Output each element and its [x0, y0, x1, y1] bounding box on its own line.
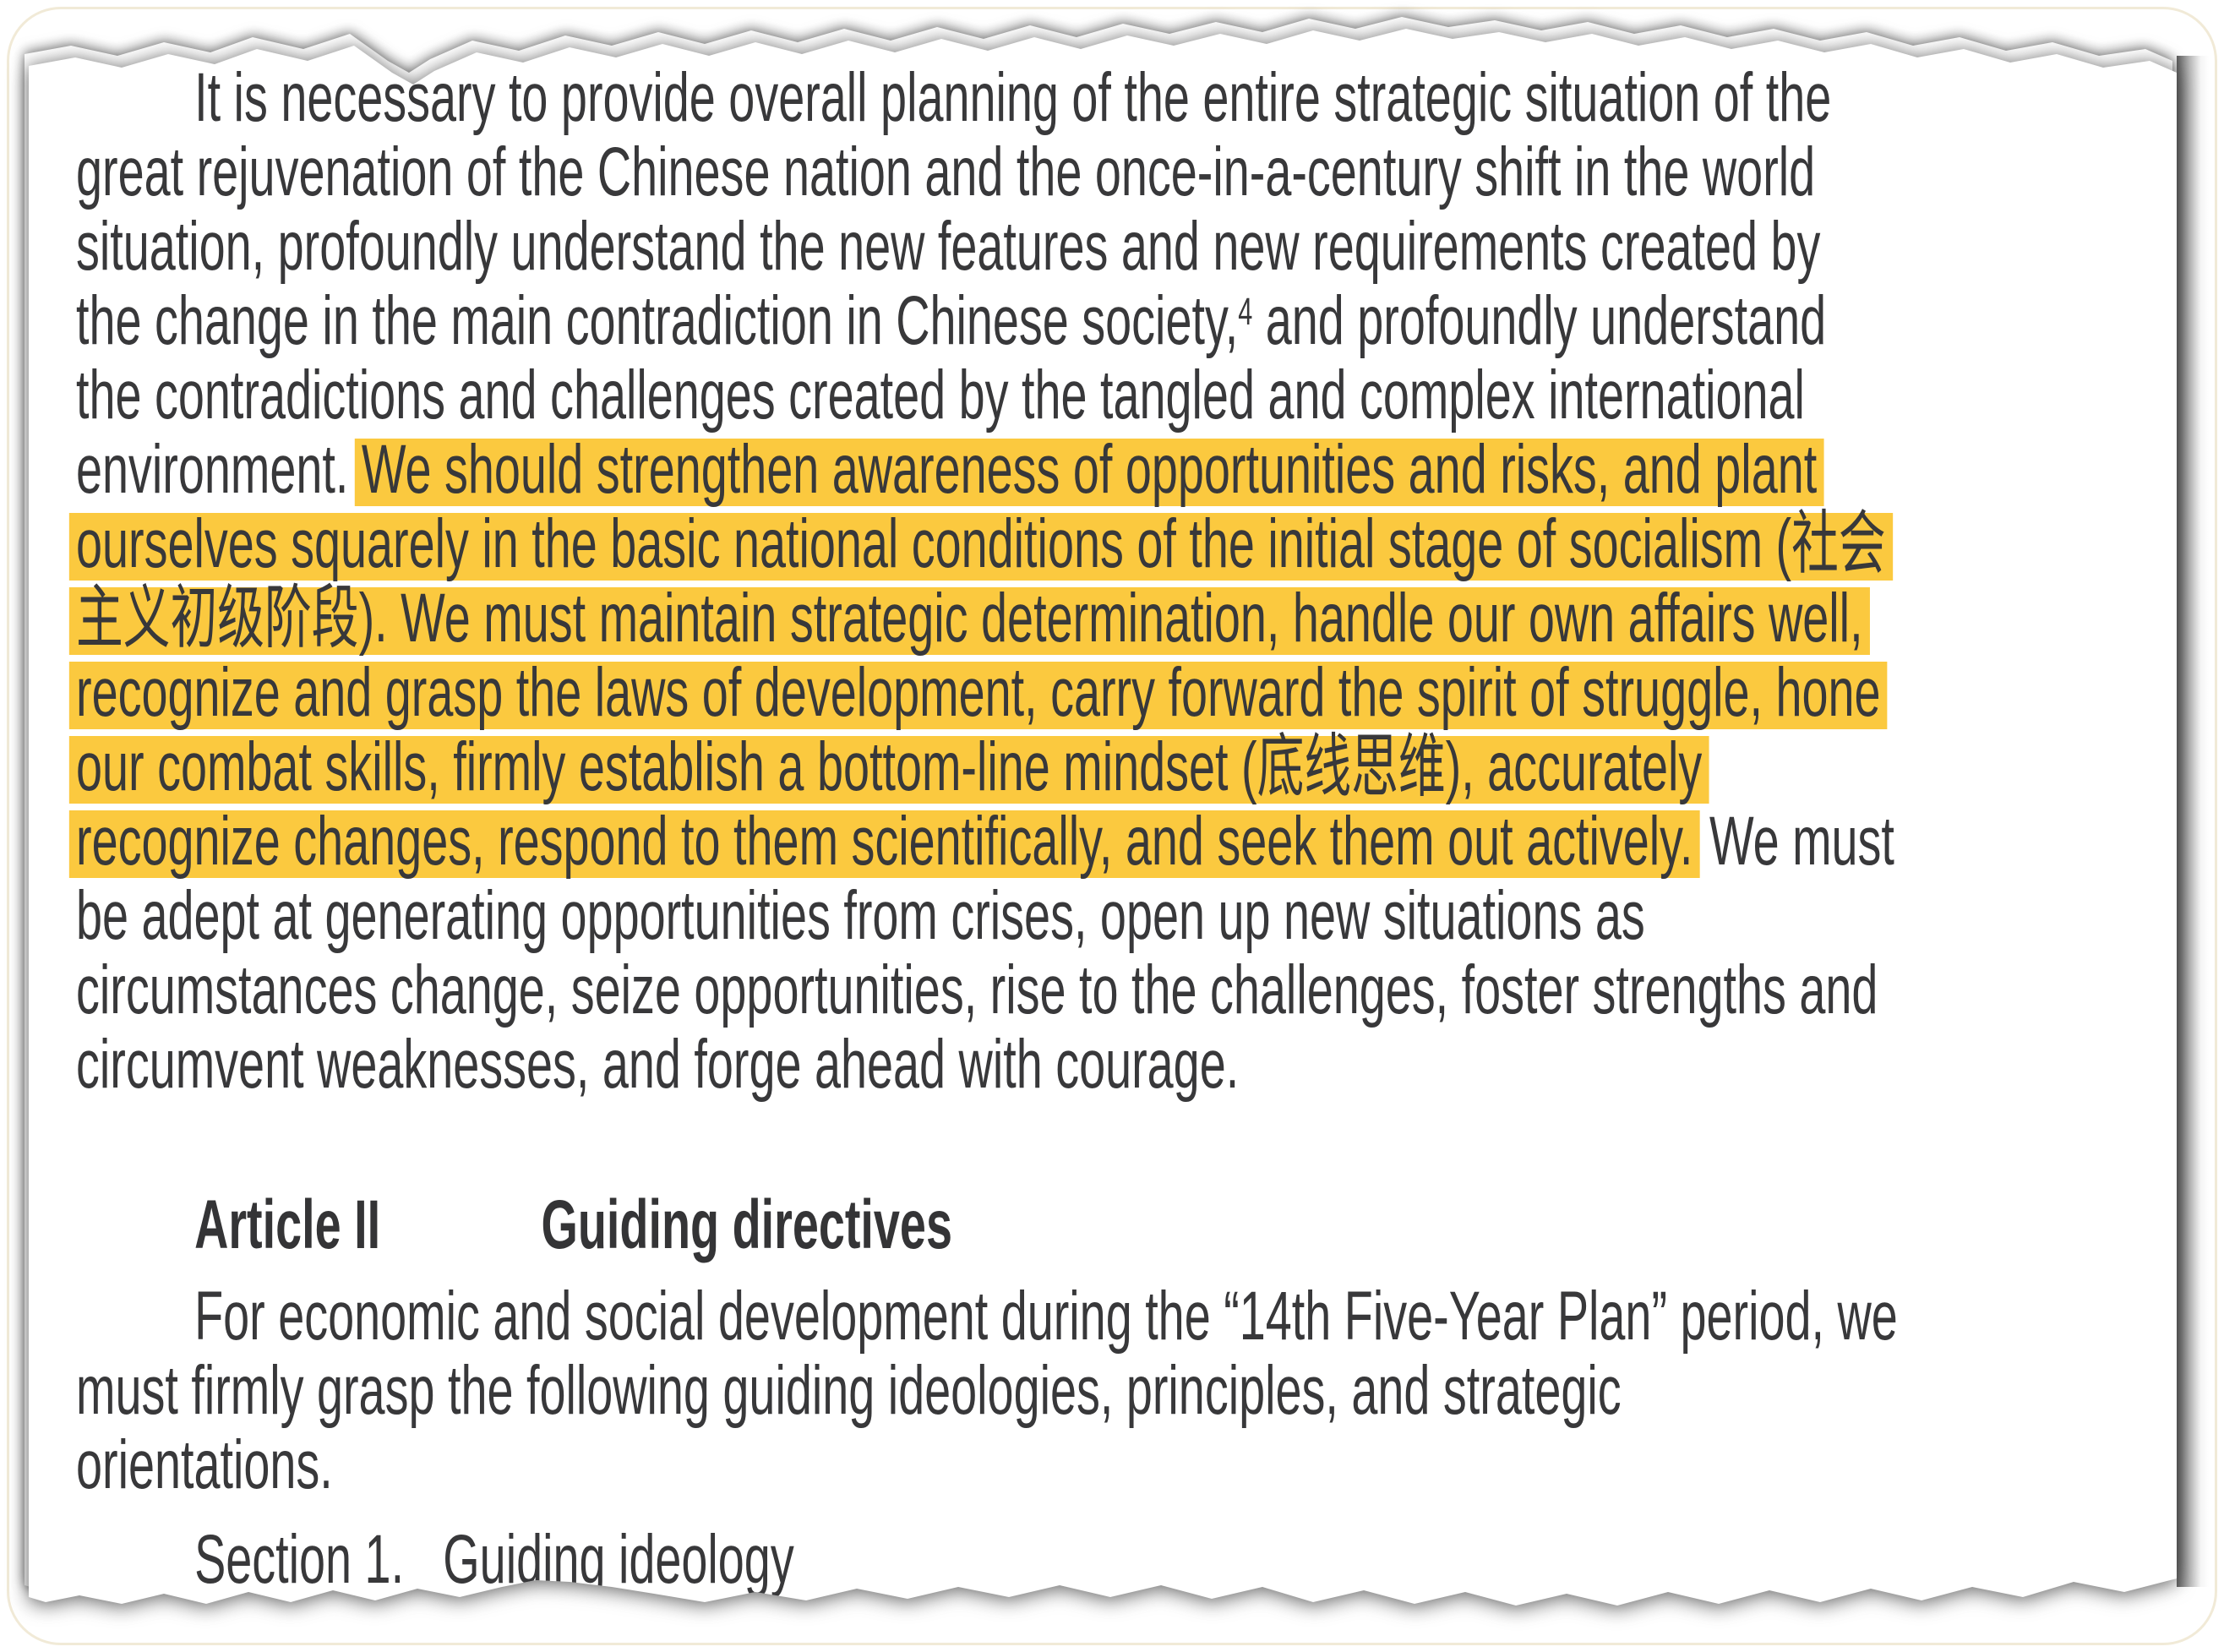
- text-segment: It is necessary to provide overall plann…: [194, 59, 1832, 136]
- text-segment: situation, profoundly understand the new…: [76, 208, 1821, 285]
- text-line: must firmly grasp the following guiding …: [76, 1354, 1622, 1428]
- footnote-superscript: 4: [1238, 290, 1253, 334]
- highlighted-text: ourselves squarely in the basic national…: [68, 510, 1893, 581]
- section-number: Section 1.: [194, 1521, 405, 1598]
- text-segment: We should strengthen awareness of opport…: [361, 431, 1818, 508]
- text-segment: must firmly grasp the following guiding …: [76, 1352, 1622, 1429]
- text-segment: circumvent weaknesses, and forge ahead w…: [76, 1026, 1240, 1103]
- section-title: Guiding ideology: [443, 1521, 794, 1598]
- text-line: circumvent weaknesses, and forge ahead w…: [76, 1028, 1487, 1102]
- cjk-text: 底线思维: [1256, 727, 1446, 807]
- paragraph-strategic-situation: It is necessary to provide overall plann…: [68, 61, 2151, 1102]
- text-line: circumstances change, seize opportunitie…: [76, 953, 1878, 1028]
- text-segment: recognize changes, respond to them scien…: [76, 803, 1693, 880]
- article-number: Article II: [194, 1186, 381, 1263]
- text-segment: We must: [1696, 803, 1894, 880]
- text-segment: ), accurately: [1445, 728, 1703, 805]
- cjk-text: 社会: [1791, 504, 1886, 584]
- text-segment: the change in the main contradiction in …: [76, 282, 1239, 359]
- paragraph-guiding-directives: For economic and social development duri…: [76, 1279, 2151, 1502]
- text-segment: For economic and social development duri…: [194, 1278, 1898, 1355]
- document-content: It is necessary to provide overall plann…: [29, 29, 2177, 1597]
- text-line: recognize changes, respond to them scien…: [68, 804, 1894, 879]
- highlighted-text: 主义初级阶段). We must maintain strategic dete…: [68, 584, 1870, 655]
- text-line: ourselves squarely in the basic national…: [68, 507, 1893, 581]
- text-segment: ). We must maintain strategic determinat…: [358, 580, 1863, 657]
- highlighted-text: recognize changes, respond to them scien…: [68, 807, 1700, 878]
- highlighted-text: We should strengthen awareness of opport…: [354, 435, 1824, 506]
- text-line: environment. We should strengthen awaren…: [76, 431, 1824, 508]
- text-segment: environment.: [76, 431, 362, 508]
- text-segment: our combat skills, firmly establish a bo…: [76, 728, 1257, 805]
- text-line: For economic and social development duri…: [76, 1279, 1898, 1354]
- text-segment: circumstances change, seize opportunitie…: [76, 951, 1878, 1028]
- highlighted-text: recognize and grasp the laws of developm…: [68, 658, 1888, 729]
- text-line: It is necessary to provide overall plann…: [76, 61, 1831, 135]
- text-line: great rejuvenation of the Chinese nation…: [76, 135, 1815, 210]
- text-segment: great rejuvenation of the Chinese nation…: [76, 134, 1816, 210]
- document-page: It is necessary to provide overall plann…: [29, 24, 2177, 1607]
- text-segment: orientations.: [76, 1426, 333, 1503]
- text-segment: ourselves squarely in the basic national…: [76, 505, 1792, 582]
- text-line: our combat skills, firmly establish a bo…: [68, 730, 1709, 804]
- highlighted-text: our combat skills, firmly establish a bo…: [68, 733, 1709, 804]
- article-title: Guiding directives: [541, 1186, 952, 1263]
- page-edge-shadow: [2177, 56, 2209, 1587]
- text-line: orientations.: [76, 1428, 1487, 1502]
- text-line: the contradictions and challenges create…: [76, 358, 1805, 433]
- text-line: be adept at generating opportunities fro…: [76, 879, 1645, 953]
- paper-surface: It is necessary to provide overall plann…: [29, 29, 2177, 1606]
- text-segment: and profoundly understand: [1252, 282, 1827, 359]
- text-line: situation, profoundly understand the new…: [76, 210, 1820, 284]
- text-line: 主义初级阶段). We must maintain strategic dete…: [68, 581, 1870, 656]
- text-segment: the contradictions and challenges create…: [76, 357, 1805, 433]
- cjk-text: 主义初级阶段: [76, 578, 359, 658]
- text-segment: be adept at generating opportunities fro…: [76, 877, 1645, 954]
- text-segment: recognize and grasp the laws of developm…: [76, 654, 1881, 731]
- section-heading: Section 1. Guiding ideology: [76, 1523, 1487, 1597]
- text-line: the change in the main contradiction in …: [76, 282, 1826, 359]
- text-line: recognize and grasp the laws of developm…: [68, 656, 1888, 730]
- article-heading: Article II Guiding directives: [76, 1188, 1487, 1262]
